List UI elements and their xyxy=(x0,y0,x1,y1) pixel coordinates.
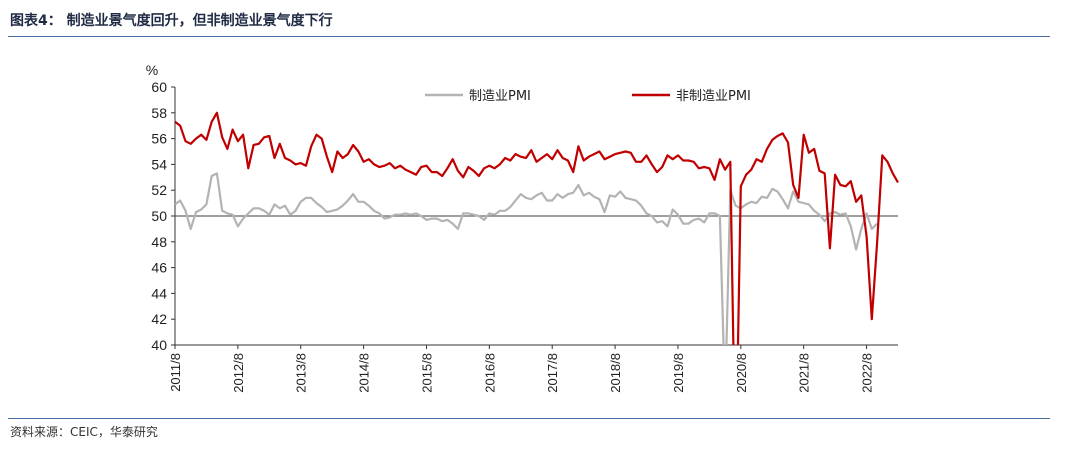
x-tick-label: 2019/8 xyxy=(671,353,686,393)
y-tick-label: 56 xyxy=(151,131,167,147)
y-axis: 40 42 44 46 48 50 52 54 56 58 60% xyxy=(146,62,176,353)
x-tick-label: 2014/8 xyxy=(357,353,372,393)
legend-label: 非制造业PMI xyxy=(676,89,751,104)
series-line-manufacturing xyxy=(175,172,878,345)
y-tick-label: 52 xyxy=(151,182,167,198)
x-tick-label: 2020/8 xyxy=(734,353,749,393)
y-tick-label: 54 xyxy=(151,156,167,172)
x-tick-label: 2011/8 xyxy=(168,353,183,392)
series-layer xyxy=(175,111,899,345)
x-tick-label: 2021/8 xyxy=(797,353,812,393)
x-tick-label: 2012/8 xyxy=(231,353,246,393)
x-tick-label: 2016/8 xyxy=(482,353,497,393)
figure-title: 图表4： 制造业景气度回升，但非制造业景气度下行 xyxy=(10,13,333,29)
legend-label: 制造业PMI xyxy=(469,89,531,104)
y-tick-label: 44 xyxy=(151,285,167,301)
x-tick-label: 2017/8 xyxy=(545,353,560,393)
x-axis: 2011/8 2012/8 2013/8 2014/8 2015/8 2016/8 2017… xyxy=(168,344,898,393)
x-tick-label: 2018/8 xyxy=(608,353,623,393)
y-axis-unit: % xyxy=(146,62,158,78)
x-tick-label: 2013/8 xyxy=(294,353,309,393)
source-note: 资料来源：CEIC，华泰研究 xyxy=(10,425,158,439)
title-rule xyxy=(8,36,1050,37)
y-tick-label: 48 xyxy=(151,234,167,250)
x-tick-label: 2022/8 xyxy=(860,353,875,393)
y-tick-label: 58 xyxy=(151,105,167,121)
y-tick-label: 40 xyxy=(151,337,167,353)
y-tick-label: 60 xyxy=(151,79,167,95)
series-line-non-manufacturing xyxy=(175,111,899,345)
x-tick-label: 2015/8 xyxy=(419,353,434,393)
legend: 制造业PMI 非制造业PMI xyxy=(425,89,751,104)
y-tick-label: 42 xyxy=(151,311,167,327)
y-tick-label: 46 xyxy=(151,260,167,276)
y-tick-label: 50 xyxy=(151,208,167,224)
source-rule xyxy=(8,418,1050,419)
